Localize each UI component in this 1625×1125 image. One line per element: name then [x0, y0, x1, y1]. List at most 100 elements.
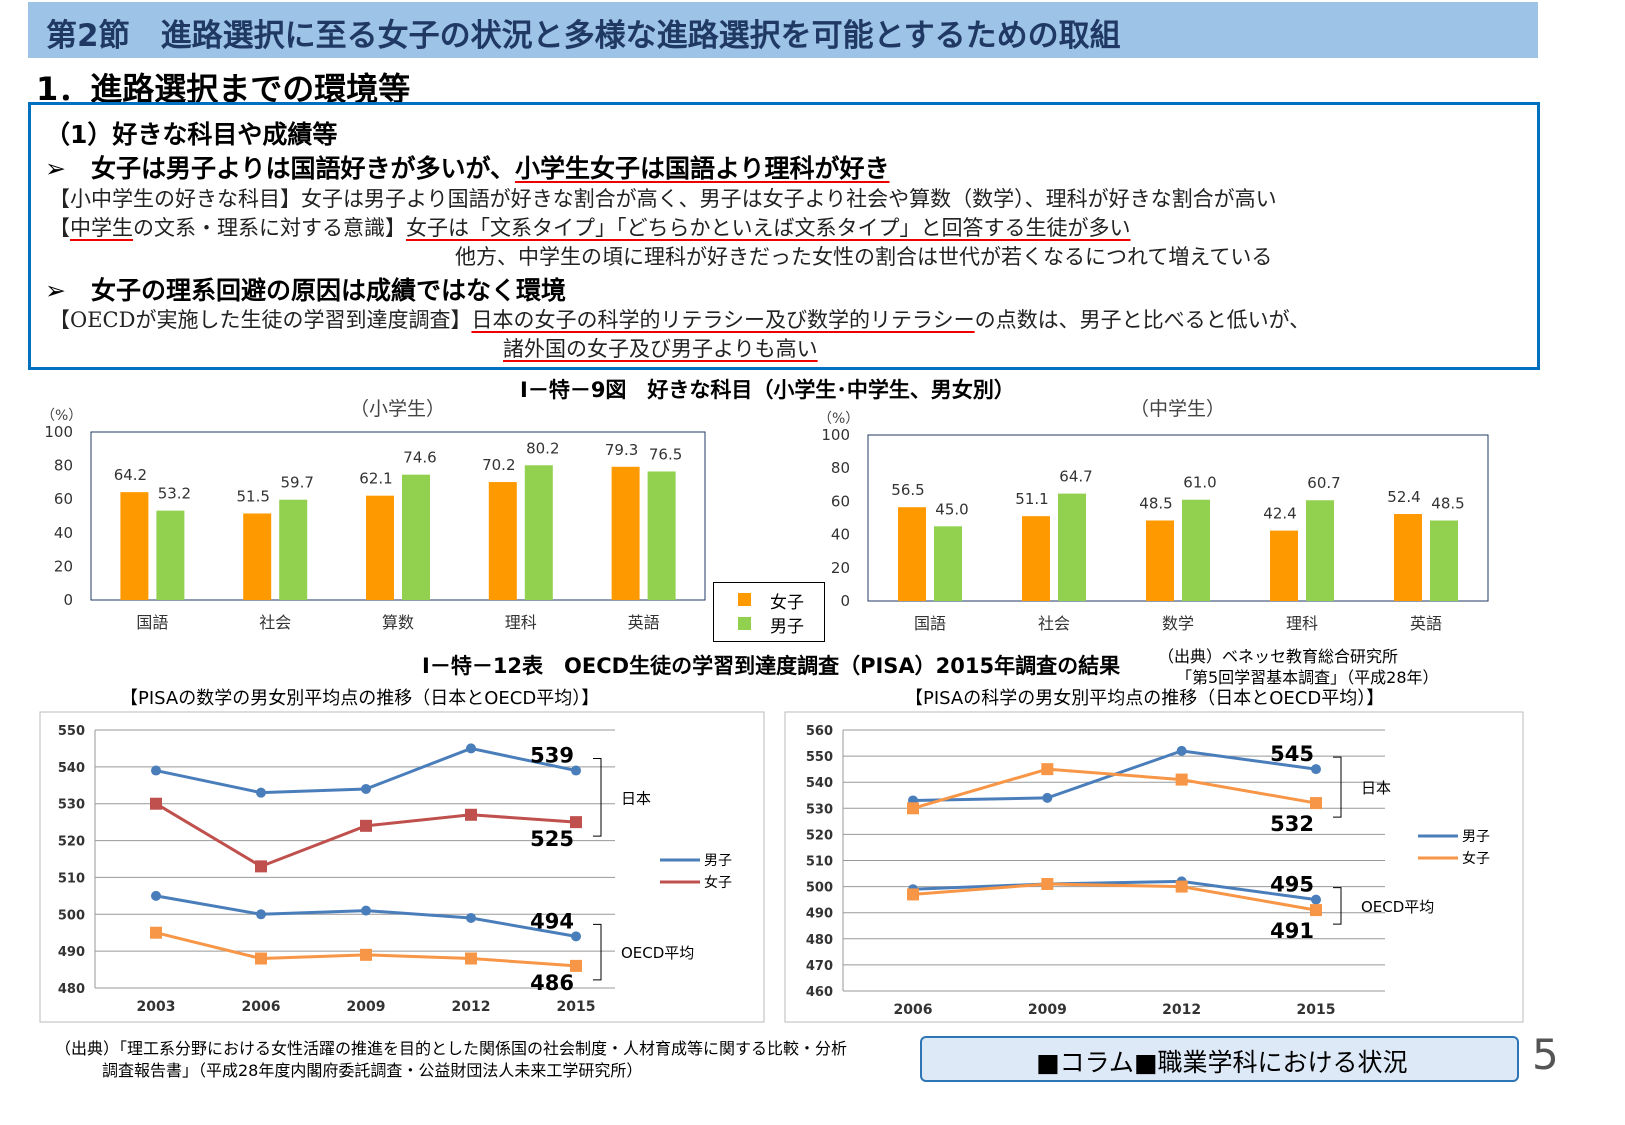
data-label: 76.5 [649, 445, 682, 463]
y-tick-label: 500 [58, 908, 85, 923]
legend-label: 女子 [704, 874, 732, 891]
x-tick-label: 算数 [382, 613, 414, 632]
marker-diamond [466, 912, 476, 923]
data-label: 64.7 [1059, 468, 1092, 486]
marker-diamond [361, 905, 371, 916]
data-label: 56.5 [891, 481, 924, 499]
x-tick-label: 社会 [1038, 614, 1070, 633]
marker-diamond [361, 783, 371, 794]
bar-girls [243, 513, 272, 600]
bar-girls [1146, 520, 1174, 601]
marker-diamond [571, 931, 581, 942]
end-value-label: 495 [1270, 873, 1314, 897]
bar-boys [647, 471, 676, 600]
column-link-button[interactable]: ■コラム■職業学科における状況 [920, 1036, 1519, 1082]
x-tick-label: 数学 [1162, 614, 1194, 633]
y-tick-label: 80 [831, 459, 850, 477]
y-tick-label: 560 [806, 724, 833, 739]
column-label: ■コラム■職業学科における状況 [1036, 1048, 1408, 1077]
y-tick-label: 40 [831, 526, 850, 544]
y-tick-label: 510 [806, 855, 833, 870]
bullet-2: ➢ 女子の理系回避の原因は成績ではなく環境 [45, 276, 566, 305]
marker-diamond [1311, 764, 1321, 775]
bar-boys [279, 499, 308, 600]
x-tick-label: 理科 [1286, 614, 1318, 633]
series-line [155, 894, 577, 938]
y-tick-label: 480 [58, 982, 85, 997]
marker-diamond [1311, 894, 1321, 905]
marker-square [570, 816, 582, 829]
data-label: 70.2 [482, 456, 515, 474]
legend-swatch-girls [738, 593, 751, 606]
legend-label: 男子 [770, 617, 804, 637]
x-tick-label: 2006 [242, 999, 281, 1015]
end-value-label: 539 [530, 744, 574, 768]
y-tick-label: 490 [806, 907, 833, 922]
x-tick-label: 2015 [1297, 1002, 1336, 1018]
series-line [912, 767, 1317, 810]
bar-girls [488, 482, 517, 600]
series-line [155, 802, 577, 869]
y-tick-label: 0 [63, 591, 73, 609]
x-tick-label: 理科 [505, 613, 537, 632]
chart-title: 【PISAの数学の男女別平均点の推移（日本とOECD平均）】 [120, 688, 599, 709]
legend-swatch-boys [738, 617, 751, 630]
x-tick-label: 2015 [557, 999, 596, 1015]
bracket [593, 758, 602, 837]
text-line: 【中学生の文系・理系に対する意識】女子は「文系タイプ」「どちらかといえば文系タイ… [49, 216, 1131, 240]
data-label: 64.2 [114, 466, 147, 484]
y-tick-label: 520 [806, 828, 833, 843]
chart-title: （小学生） [350, 398, 445, 420]
x-tick-label: 2012 [1162, 1002, 1201, 1018]
marker-square [907, 802, 919, 815]
summary-box: （1）好きな科目や成績等 ➢ 女子は男子よりは国語好きが多いが、小学生女子は国語… [28, 102, 1540, 370]
bar-girls [120, 492, 149, 600]
subheading: （1）好きな科目や成績等 [45, 120, 338, 149]
chart-title: （中学生） [1130, 398, 1225, 420]
y-tick-label: 490 [58, 945, 85, 960]
marker-square [907, 888, 919, 901]
data-label: 53.2 [158, 485, 191, 503]
data-label: 52.4 [1387, 488, 1420, 506]
y-tick-label: 0 [840, 592, 850, 610]
y-tick-label: 550 [58, 724, 85, 739]
bar-boys [1306, 500, 1334, 601]
figure-source: （出典）ベネッセ教育総合研究所 [1158, 647, 1399, 666]
data-label: 48.5 [1139, 494, 1172, 512]
text-line: 諸外国の女子及び男子よりも高い [503, 337, 818, 361]
y-tick-label: 500 [806, 881, 833, 896]
x-tick-label: 2012 [452, 999, 491, 1015]
y-tick-label: 530 [58, 798, 85, 813]
legend-label: 女子 [1462, 850, 1490, 867]
marker-square [150, 797, 162, 810]
source-note: （出典）「理工系分野における女性活躍の推進を目的とした関係国の社会制度・人材育成… [55, 1039, 848, 1058]
x-tick-label: 英語 [628, 613, 660, 632]
group-label: OECD平均 [621, 944, 694, 962]
y-tick-label: 520 [58, 835, 85, 850]
table-title: Ⅰ－特－12表 OECD生徒の学習到達度調査（PISA）2015年調査の結果 [422, 654, 1121, 678]
y-tick-label: 540 [806, 776, 833, 791]
series-line [912, 879, 1317, 902]
y-axis-unit: （%） [818, 411, 859, 427]
marker-square [360, 948, 372, 961]
source-note: 調査報告書」（平成28年度内閣府委託調査・公益財団法人未来工学研究所） [102, 1061, 643, 1080]
x-tick-label: 2003 [137, 999, 176, 1015]
y-tick-label: 530 [806, 802, 833, 817]
y-tick-label: 460 [806, 985, 833, 1000]
bar-girls [366, 495, 394, 600]
bar-boys [524, 465, 553, 600]
x-tick-label: 国語 [136, 613, 168, 632]
marker-square [1175, 880, 1188, 893]
bar-boys [1058, 493, 1086, 601]
bullet-text: 女子は男子よりは国語好きが多いが、 [90, 154, 515, 183]
bracket [1333, 756, 1342, 818]
marker-square [465, 808, 477, 821]
y-tick-label: 100 [821, 426, 850, 444]
marker-square [1175, 773, 1188, 786]
data-label: 79.3 [605, 441, 638, 459]
data-label: 51.5 [236, 487, 269, 505]
data-label: 61.0 [1183, 474, 1216, 492]
data-label: 45.0 [935, 500, 968, 518]
group-label: 日本 [621, 789, 651, 807]
marker-square [255, 952, 267, 965]
